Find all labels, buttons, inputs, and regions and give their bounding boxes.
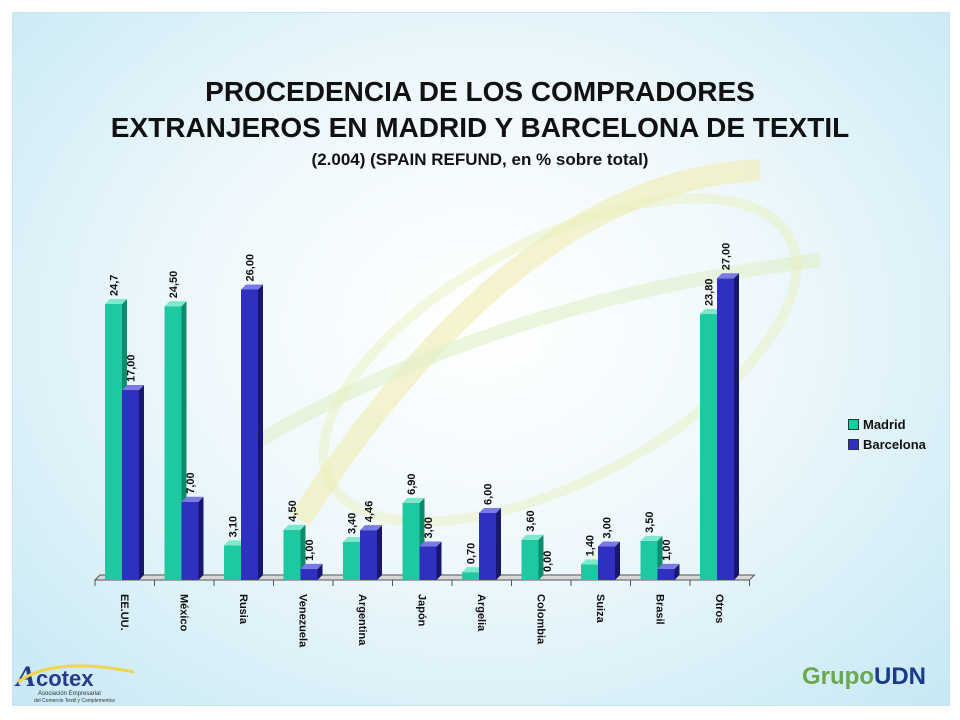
data-label: 24,7 [109,275,121,296]
data-label: 4,50 [287,500,299,521]
data-label: 1,00 [661,539,673,560]
category-label: Venezuela [296,594,308,648]
data-label: 3,00 [602,517,614,538]
category-label: México [177,594,189,632]
data-label: 7,00 [185,472,197,493]
category-label: Argelia [475,594,487,632]
chart-title: PROCEDENCIA DE LOS COMPRADORES EXTRANJER… [0,74,960,146]
category-label: Argentina [356,594,368,646]
bar-barcelona [181,496,204,580]
bar-barcelona [419,541,442,580]
legend-swatch-barcelona [848,438,859,450]
bar-barcelona [300,563,323,580]
data-label: 26,00 [245,254,257,282]
title-line-2: EXTRANJEROS EN MADRID Y BARCELONA DE TEX… [110,112,850,143]
grupo-udn-logo: GrupoUDN [802,663,926,690]
acotex-tagline-2: del Comercio Textil y Complementos [34,698,116,704]
acotex-logo: A cotex Asociación Empresarial del Comer… [14,660,135,704]
data-label: 4,46 [364,501,376,522]
title-line-1: PROCEDENCIA DE LOS COMPRADORES [205,76,755,107]
bar-madrid [283,524,306,580]
data-label: 6,90 [406,473,418,494]
bar-barcelona [598,541,620,580]
chart-legend: Madrid Barcelona [848,414,926,454]
data-label: 23,80 [704,279,716,307]
bar-barcelona [360,525,382,580]
data-label: 1,40 [585,535,597,556]
bar-barcelona [479,507,501,580]
category-label: Rusia [237,594,249,625]
legend-label-barcelona: Barcelona [863,436,926,452]
data-label: 3,10 [228,516,240,537]
data-label: 27,00 [721,243,733,271]
category-label: Brasil [653,594,665,625]
legend-swatch-madrid [848,418,859,430]
data-label: 17,00 [126,355,138,383]
bar-madrid [521,534,544,580]
legend-item-barcelona: Barcelona [848,434,926,454]
grupo-udn-text: GrupoUDN [802,663,926,690]
data-label: 6,00 [483,484,495,505]
category-label: Japón [415,594,427,627]
data-label: 3,50 [644,511,656,532]
data-label: 0,70 [466,543,478,564]
category-label: Otros [713,594,725,623]
data-label: 1,00 [304,539,316,560]
data-label: 0,00 [542,551,554,572]
bar-barcelona [717,273,739,580]
category-label: Colombia [534,594,546,645]
data-label: 3,00 [423,517,435,538]
bar-barcelona [122,385,144,580]
data-label: 24,50 [168,271,180,299]
bar-barcelona [657,563,680,580]
bar-barcelona [241,284,263,580]
legend-item-madrid: Madrid [848,414,926,434]
category-label: Suiza [594,594,606,624]
category-label: EE.UU. [118,594,130,631]
bar-madrid [164,301,187,580]
acotex-tagline-1: Asociación Empresarial [38,691,101,697]
data-label: 3,40 [347,513,359,534]
data-label: 3,60 [525,510,537,531]
chart-subtitle: (2.004) (SPAIN REFUND, en % sobre total) [311,150,649,169]
legend-label-madrid: Madrid [863,416,906,432]
